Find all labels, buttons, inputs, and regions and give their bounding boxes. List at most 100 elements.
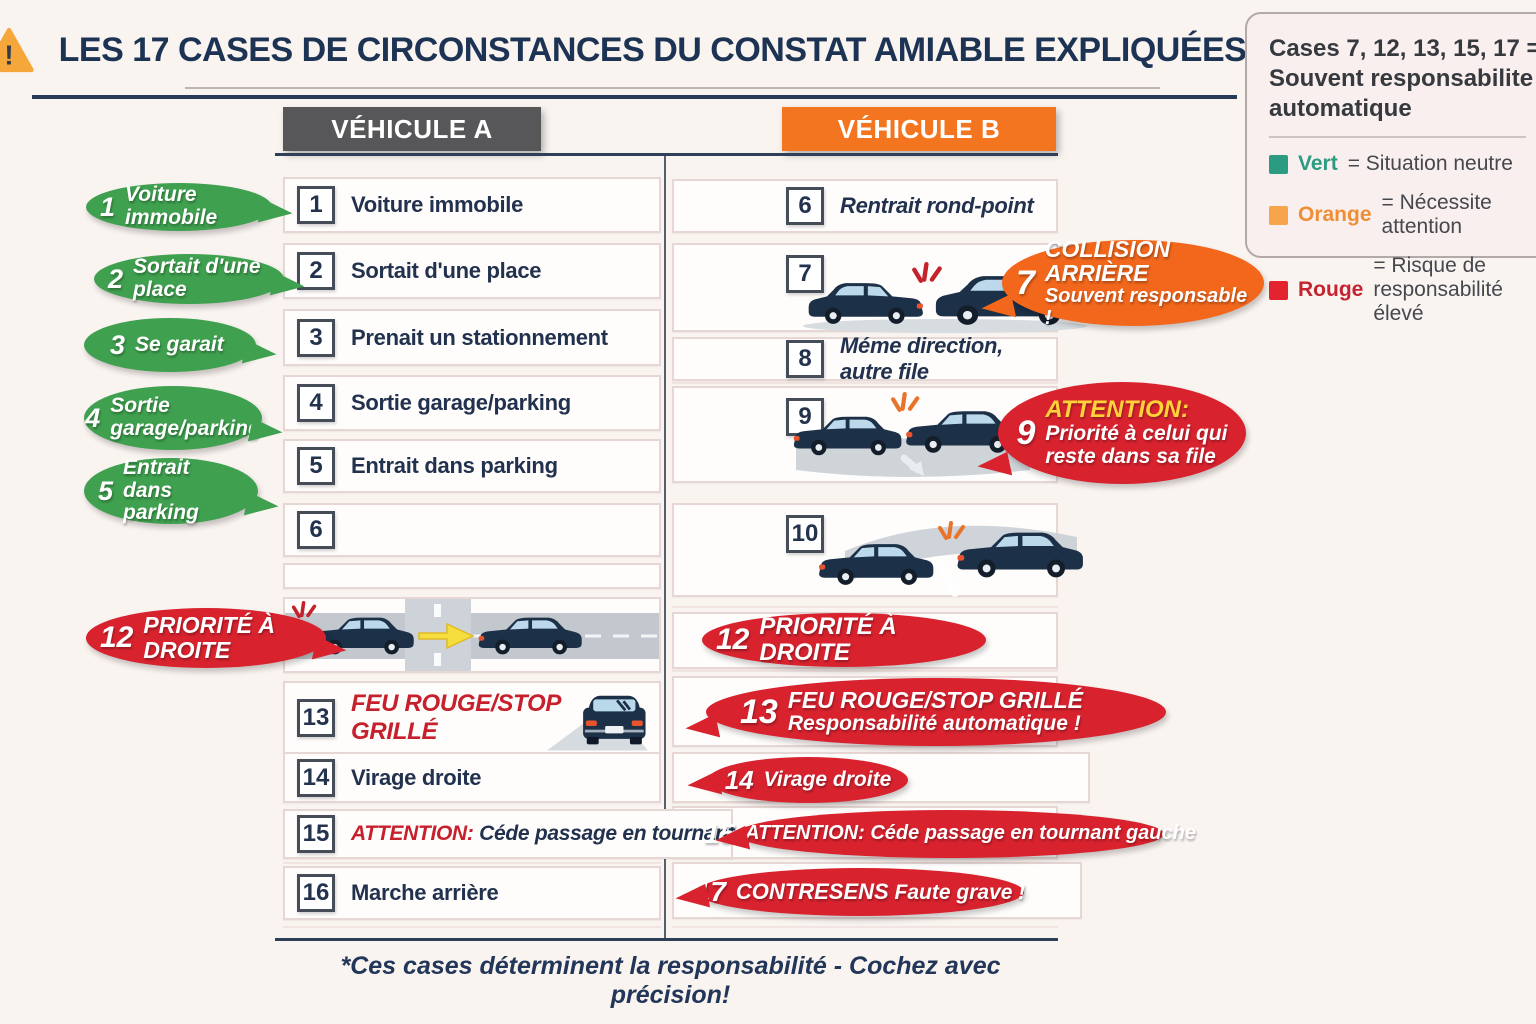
bubble-number: 15 bbox=[704, 818, 736, 849]
legend-item-orange: Orange = Nécessite attention bbox=[1269, 191, 1536, 239]
bubble-text-line: dans parking bbox=[123, 478, 199, 525]
bubble-case-13: 13 FEU ROUGE/STOP GRILLÉ Responsabilité … bbox=[706, 678, 1166, 746]
table-top-rule bbox=[275, 153, 1058, 156]
column-divider bbox=[664, 156, 666, 938]
legend-desc: = Nécessite attention bbox=[1381, 191, 1492, 238]
bubble-case-7: 7 COLLISION ARRIÈRE Souvent responsable … bbox=[1002, 236, 1264, 329]
legend-name: Orange bbox=[1298, 203, 1372, 226]
legend-item-vert: Vert = Situation neutre bbox=[1269, 152, 1536, 176]
bubble-number: 7 bbox=[1016, 263, 1035, 302]
footer-note: *Ces cases déterminent la responsabilité… bbox=[283, 952, 1058, 1010]
case-checkbox-2[interactable]: 2 bbox=[297, 252, 335, 290]
legend-desc: = Situation neutre bbox=[1347, 152, 1513, 175]
legend-divider bbox=[1269, 136, 1526, 138]
column-header-vehicle-b: VÉHICULE B bbox=[782, 107, 1056, 151]
vehicle-a-row-6: 6 bbox=[283, 503, 661, 557]
vehicle-a-row-12-illustration bbox=[283, 597, 661, 673]
bubble-number: 13 bbox=[740, 692, 778, 731]
bubble-text: ATTENTION: Céde passage en tournant gauc… bbox=[745, 822, 1196, 845]
bubble-text: ATTENTION: Priorité à celui qui reste da… bbox=[1045, 397, 1227, 468]
case-checkbox-7[interactable]: 7 bbox=[786, 255, 824, 293]
case-label: Méme direction, autre file bbox=[840, 333, 1003, 384]
bubble-text-line: Faute grave ! bbox=[894, 880, 1026, 904]
red-swatch-icon bbox=[1269, 280, 1288, 300]
bubble-case-12-left: 12 PRIORITÉ À DROITE bbox=[86, 608, 326, 668]
bubble-text: Se garait bbox=[135, 332, 224, 356]
case-checkbox-5[interactable]: 5 bbox=[297, 447, 335, 485]
case-checkbox-6b[interactable]: 6 bbox=[786, 187, 824, 225]
bubble-number: 3 bbox=[110, 329, 126, 360]
case-checkbox-3[interactable]: 3 bbox=[297, 318, 335, 357]
case-label: Virage droite bbox=[351, 764, 482, 790]
header-rule bbox=[32, 95, 1237, 99]
footer-text: *Ces cases déterminent la responsabilité… bbox=[340, 952, 1001, 980]
case-checkbox-4[interactable]: 4 bbox=[297, 384, 335, 422]
case-checkbox-1[interactable]: 1 bbox=[297, 186, 335, 224]
case-label: Sortie garage/parking bbox=[351, 390, 571, 415]
footer-emphasis: précision! bbox=[610, 981, 731, 1009]
svg-text:!: ! bbox=[4, 40, 13, 71]
vehicle-a-row-13: 13 FEU ROUGE/STOP GRILLÉ bbox=[283, 681, 661, 754]
case-label: Rentrait rond-point bbox=[840, 193, 1034, 218]
bubble-case-4: 4 Sortie garage/parking bbox=[84, 386, 262, 450]
bubble-case-1: 1 Voiture immobile bbox=[86, 183, 272, 231]
case-label: Voiture immobile bbox=[351, 192, 524, 217]
priority-right-road-illustration bbox=[285, 599, 659, 671]
bubble-number: 2 bbox=[108, 263, 124, 294]
orange-swatch-icon bbox=[1269, 205, 1288, 225]
attention-highlight: ATTENTION: bbox=[1045, 396, 1189, 424]
bubble-text: FEU ROUGE/STOP GRILLÉ Responsabilité aut… bbox=[788, 688, 1083, 736]
bubble-number: 5 bbox=[98, 475, 114, 506]
bubble-number: 9 bbox=[1016, 413, 1036, 452]
bubble-case-14: 14 Virage droite bbox=[708, 757, 908, 803]
bubble-text: Sortie garage/parking bbox=[110, 395, 261, 440]
case-checkbox-16[interactable]: 16 bbox=[297, 874, 335, 912]
bubble-case-15: 15 ATTENTION: Céde passage en tournant g… bbox=[704, 810, 1196, 858]
case-checkbox-9[interactable]: 9 bbox=[786, 398, 824, 436]
bubble-number: 4 bbox=[85, 402, 101, 433]
green-swatch-icon bbox=[1269, 154, 1288, 174]
case-label: Sortait d'une place bbox=[351, 258, 542, 283]
vehicle-a-row-14: 14 Virage droite bbox=[283, 752, 661, 803]
attention-prefix: ATTENTION: bbox=[351, 822, 474, 845]
case-label: Marche arrière bbox=[351, 880, 499, 905]
bubble-text: Voiture immobile bbox=[125, 183, 218, 229]
bubble-text-line: Sortie bbox=[110, 394, 170, 418]
case-checkbox-15[interactable]: 15 bbox=[297, 815, 335, 853]
case-checkbox-8[interactable]: 8 bbox=[786, 340, 824, 378]
bubble-case-9: 9 ATTENTION: Priorité à celui qui reste … bbox=[998, 382, 1246, 484]
column-header-vehicle-a: VÉHICULE A bbox=[283, 107, 541, 151]
vehicle-a-row-2: 2 Sortait d'une place bbox=[283, 243, 661, 299]
bubble-text-line: Entrait bbox=[123, 456, 190, 479]
vehicle-a-row-5: 5 Entrait dans parking bbox=[283, 439, 661, 493]
car-rear-illustration bbox=[547, 694, 648, 751]
case-checkbox-14[interactable]: 14 bbox=[297, 758, 335, 797]
legend-name: Rouge bbox=[1298, 278, 1364, 301]
header: ! LES 17 CASES DE CIRCONSTANCES DU CONST… bbox=[0, 26, 1322, 74]
page-title: LES 17 CASES DE CIRCONSTANCES DU CONSTAT… bbox=[58, 30, 1247, 69]
bubble-text: Sortait d'une place bbox=[133, 255, 261, 301]
bubble-text: Entrait dans parking bbox=[123, 456, 244, 525]
bubble-text: PRIORITÉ À DROITE bbox=[143, 612, 275, 663]
legend-desc: = Risque de responsabilité élevé bbox=[1373, 254, 1503, 325]
bubble-number: 12 bbox=[716, 623, 750, 656]
warning-triangle-icon: ! bbox=[0, 27, 34, 73]
attention-highlight: ATTENTION: bbox=[745, 822, 865, 845]
vehicle-a-row-4: 4 Sortie garage/parking bbox=[283, 375, 661, 431]
bubble-text: CONTRESENS Faute grave ! bbox=[736, 879, 1026, 905]
case-checkbox-13[interactable]: 13 bbox=[297, 698, 335, 737]
lane-change-illustration bbox=[793, 390, 1030, 477]
case-checkbox-6[interactable]: 6 bbox=[297, 511, 335, 549]
legend-item-rouge: Rouge = Risque de responsabilité élevé bbox=[1269, 254, 1536, 326]
bubble-text-line: reste dans sa file bbox=[1045, 444, 1216, 468]
vehicle-b-row-8: 8 Méme direction, autre file bbox=[672, 333, 1058, 384]
bubble-case-2: 2 Sortait d'une place bbox=[94, 254, 284, 304]
case-label: Entrait dans parking bbox=[351, 453, 558, 478]
bubble-text: Virage droite bbox=[763, 767, 892, 791]
bubble-text-line: Priorité à celui qui bbox=[1045, 422, 1228, 446]
case-label: Prenait un stationnement bbox=[351, 324, 608, 350]
merging-collision-illustration bbox=[819, 521, 1083, 597]
case-checkbox-10[interactable]: 10 bbox=[786, 515, 824, 553]
bubble-text-line: Responsabilité automatique ! bbox=[787, 712, 1081, 736]
